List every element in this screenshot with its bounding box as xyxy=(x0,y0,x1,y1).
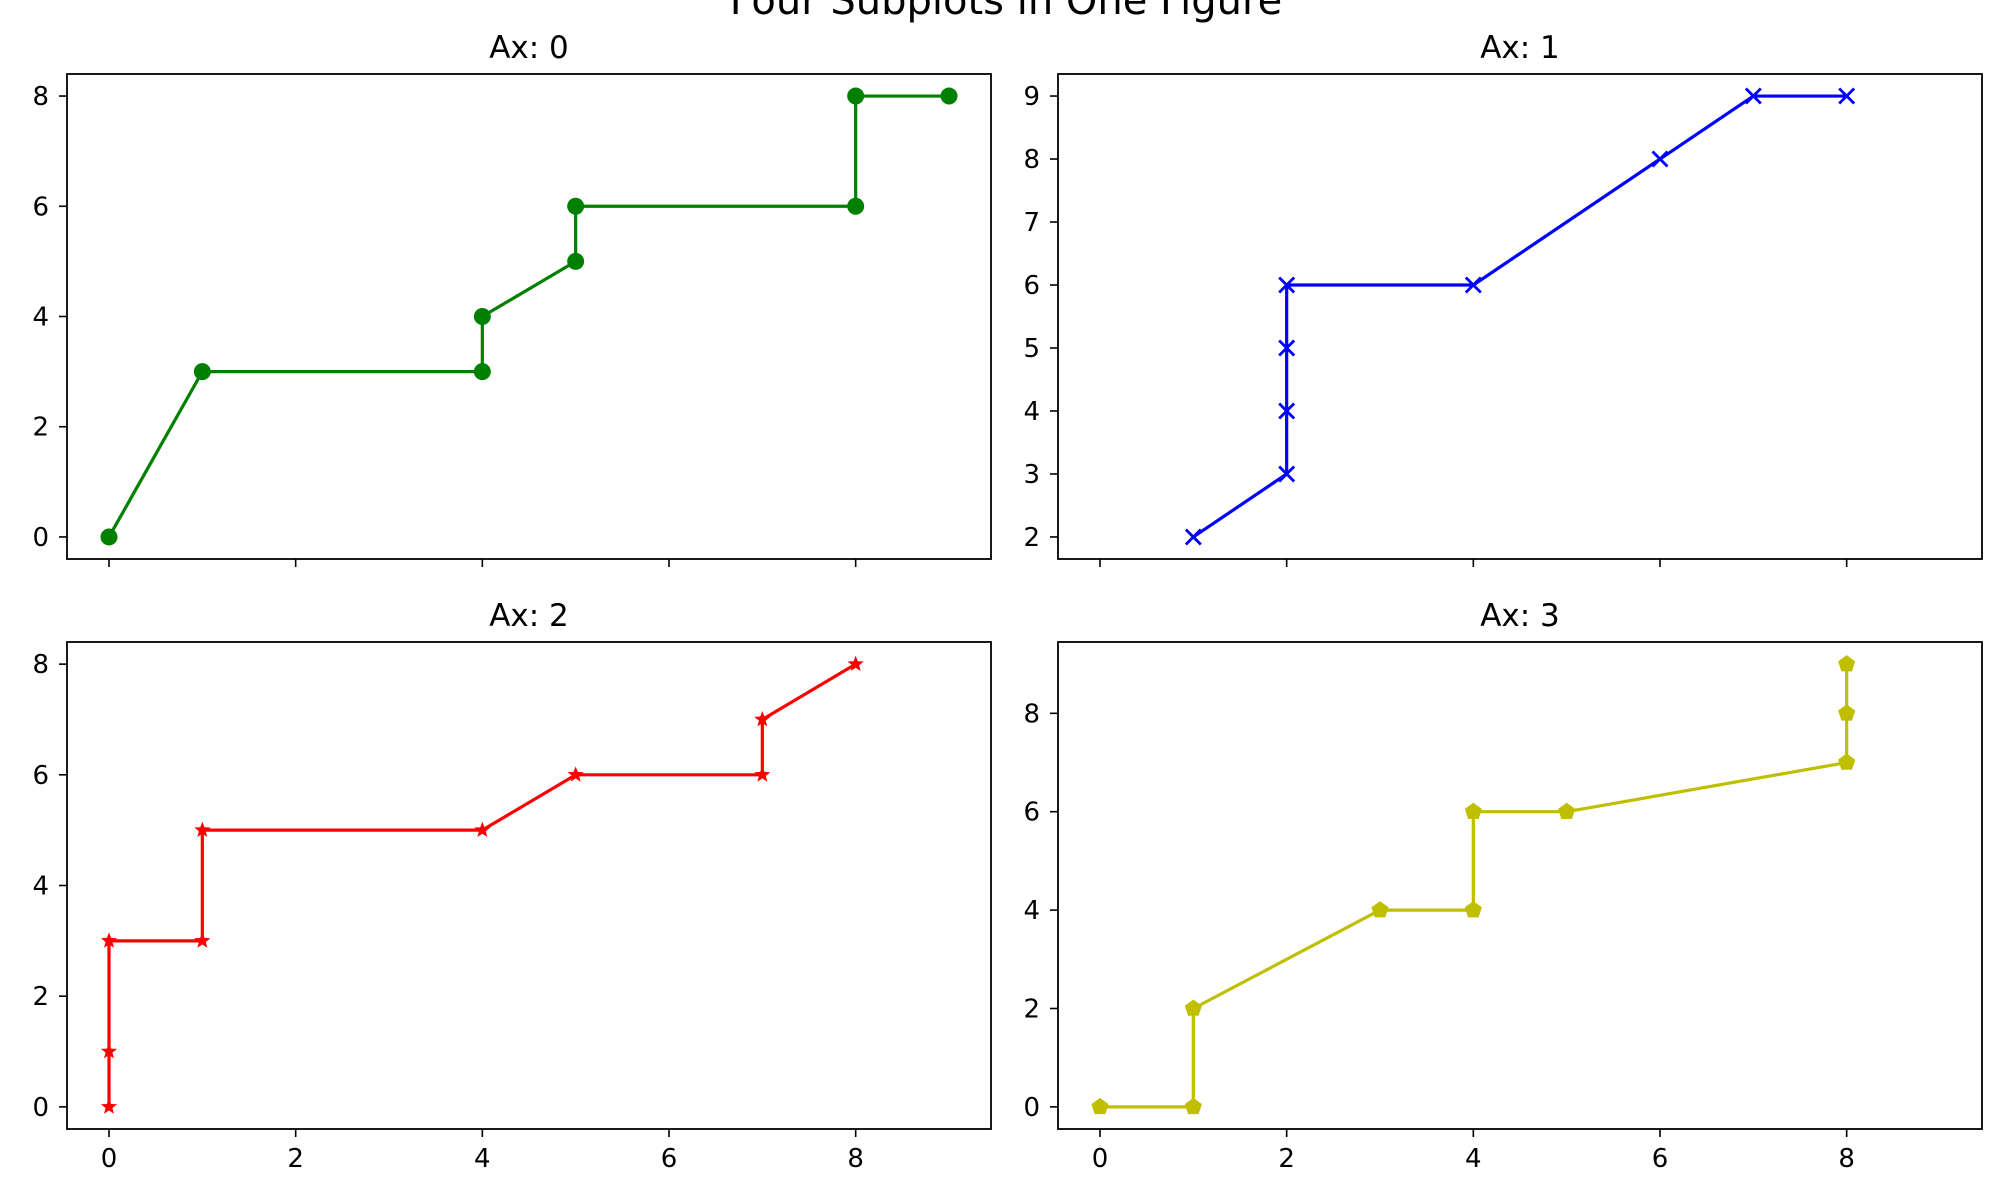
y-tick-label: 6 xyxy=(32,192,49,222)
data-point xyxy=(1278,276,1296,294)
data-point xyxy=(754,766,771,782)
data-point xyxy=(1278,402,1296,420)
series-line xyxy=(1100,664,1849,1109)
y-tick-label: 3 xyxy=(1023,460,1040,490)
x-tick-label: 8 xyxy=(847,1144,864,1174)
x-tick-label: 6 xyxy=(1652,1144,1669,1174)
data-point xyxy=(194,932,211,948)
data-point xyxy=(194,821,211,838)
data-point xyxy=(1278,339,1296,357)
y-tick-label: 0 xyxy=(32,1093,49,1123)
data-point xyxy=(100,1043,118,1059)
subplot-title: Ax: 2 xyxy=(489,598,569,634)
data-point xyxy=(847,87,865,105)
data-point xyxy=(1838,704,1856,721)
y-tick-label: 2 xyxy=(32,413,49,443)
data-point xyxy=(1464,276,1482,294)
y-tick-label: 0 xyxy=(32,523,49,553)
y-tick-label: 4 xyxy=(32,303,49,333)
subplot-1: Ax: 1 2 3 4 5 6 7 8 9 xyxy=(1023,30,1983,567)
y-tick-label: 2 xyxy=(1023,523,1040,553)
y-tick-label: 7 xyxy=(1023,208,1040,238)
y-tick-label: 4 xyxy=(1023,397,1040,427)
data-point xyxy=(1184,528,1202,546)
data-point xyxy=(473,308,491,325)
data-point xyxy=(1744,87,1762,105)
y-tick-label: 4 xyxy=(32,872,49,902)
data-point xyxy=(1464,802,1482,819)
subplot-0: Ax: 0 0 2 4 6 8 xyxy=(32,30,992,567)
x-tick-label: 2 xyxy=(287,1144,304,1174)
data-point xyxy=(847,197,865,215)
data-point xyxy=(1838,87,1856,105)
x-tick-label: 6 xyxy=(661,1144,678,1174)
subplot-title: Ax: 3 xyxy=(1480,598,1560,634)
data-point xyxy=(1371,901,1389,918)
data-point xyxy=(940,87,958,105)
data-point xyxy=(567,252,585,270)
data-point xyxy=(474,821,491,838)
data-point xyxy=(100,932,118,948)
x-tick-label: 4 xyxy=(474,1144,491,1174)
series-line xyxy=(107,94,949,538)
y-tick-label: 8 xyxy=(1023,145,1040,175)
y-tick-label: 9 xyxy=(1023,82,1040,112)
x-tick-label: 0 xyxy=(101,1144,118,1174)
axes-frame xyxy=(66,641,992,1130)
data-point xyxy=(193,363,211,381)
data-point xyxy=(1184,999,1202,1016)
data-point xyxy=(1091,1097,1109,1115)
data-point xyxy=(1278,465,1296,483)
y-tick-label: 2 xyxy=(32,982,49,1012)
y-tick-label: 6 xyxy=(1023,271,1040,301)
axes-frame xyxy=(66,73,992,560)
y-tick-label: 6 xyxy=(32,761,49,791)
subplot-3: Ax: 3 0 2 4 6 8 0 2 4 6 8 xyxy=(1023,598,1983,1174)
figure-title: Four Subplots in One Figure xyxy=(730,0,1282,24)
series-line xyxy=(107,662,857,1107)
data-point xyxy=(754,710,771,727)
x-tick-label: 2 xyxy=(1278,1144,1295,1174)
data-point xyxy=(1838,655,1856,672)
y-tick-label: 6 xyxy=(1023,798,1040,828)
subplot-title: Ax: 0 xyxy=(489,30,569,66)
subplot-title: Ax: 1 xyxy=(1480,30,1560,66)
x-tick-label: 8 xyxy=(1838,1144,1855,1174)
x-tick-label: 0 xyxy=(1092,1144,1109,1174)
y-tick-label: 8 xyxy=(1023,699,1040,729)
x-tick-label: 4 xyxy=(1465,1144,1482,1174)
data-point xyxy=(1838,753,1856,770)
data-point xyxy=(1464,901,1482,918)
y-tick-label: 4 xyxy=(1023,896,1040,926)
data-point xyxy=(100,528,118,546)
y-tick-label: 8 xyxy=(32,650,49,680)
axes-frame xyxy=(1057,641,1983,1130)
y-tick-label: 8 xyxy=(32,82,49,112)
data-point xyxy=(567,197,585,215)
data-point xyxy=(1184,1097,1202,1115)
data-point xyxy=(567,766,584,782)
data-point xyxy=(473,363,491,381)
y-tick-label: 0 xyxy=(1023,1093,1040,1123)
data-point xyxy=(847,655,864,672)
data-point xyxy=(1558,802,1576,819)
y-tick-label: 2 xyxy=(1023,994,1040,1024)
axes-frame xyxy=(1057,73,1983,560)
y-tick-label: 5 xyxy=(1023,334,1040,364)
data-point xyxy=(100,1098,118,1114)
subplot-2: Ax: 2 0 2 4 6 8 0 2 4 6 8 xyxy=(32,598,992,1174)
data-point xyxy=(1651,150,1669,168)
